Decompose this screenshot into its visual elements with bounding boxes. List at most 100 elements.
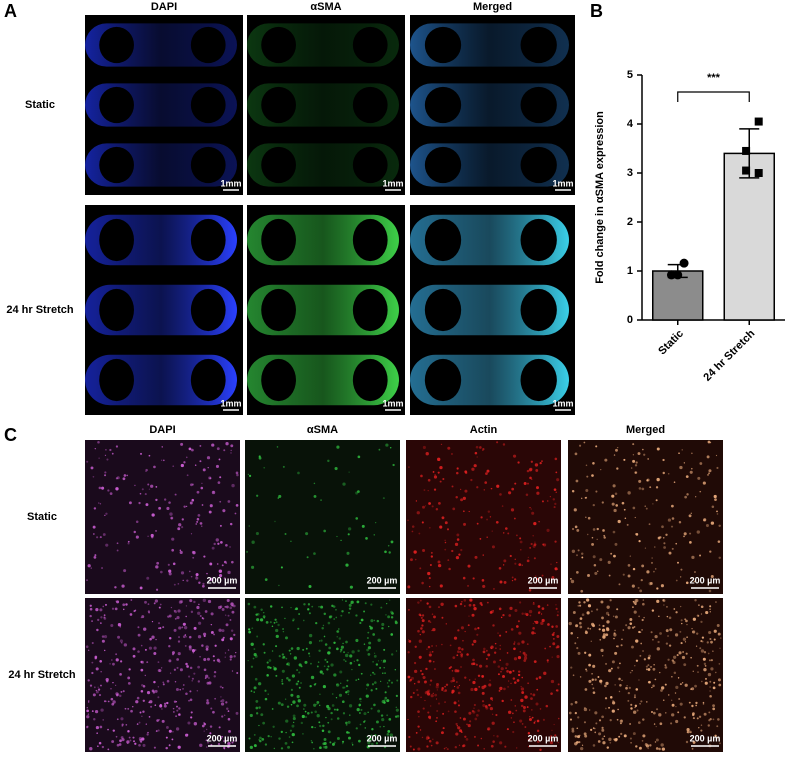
cell bbox=[554, 502, 557, 506]
cell bbox=[197, 635, 202, 639]
cell bbox=[99, 503, 102, 505]
cell bbox=[172, 562, 176, 566]
cell bbox=[634, 471, 637, 474]
cell bbox=[707, 672, 712, 677]
cell bbox=[681, 622, 683, 625]
cell bbox=[112, 729, 115, 732]
cell bbox=[183, 505, 186, 508]
cell bbox=[380, 714, 384, 717]
cell bbox=[206, 456, 211, 460]
cell bbox=[292, 620, 294, 622]
cell bbox=[377, 709, 381, 713]
cell bbox=[340, 648, 343, 651]
cell bbox=[220, 700, 222, 702]
cell bbox=[260, 713, 264, 717]
cell bbox=[493, 735, 495, 737]
cell bbox=[221, 699, 225, 703]
cell bbox=[156, 561, 160, 565]
cell bbox=[377, 660, 380, 662]
cell bbox=[318, 605, 320, 608]
cell bbox=[714, 498, 717, 501]
cell bbox=[211, 546, 215, 550]
cell bbox=[678, 697, 681, 700]
cell bbox=[149, 637, 152, 641]
cell bbox=[625, 624, 628, 627]
cell bbox=[619, 684, 622, 687]
cell bbox=[499, 634, 502, 637]
cell bbox=[610, 667, 613, 670]
cell bbox=[269, 666, 272, 669]
cell bbox=[614, 492, 618, 496]
cell bbox=[120, 660, 123, 663]
cell bbox=[385, 614, 387, 616]
cell bbox=[668, 616, 672, 620]
post-hole bbox=[352, 146, 388, 184]
cell bbox=[345, 563, 349, 567]
cell bbox=[292, 700, 296, 704]
cell bbox=[392, 463, 395, 467]
cell bbox=[297, 699, 301, 703]
cell bbox=[572, 674, 575, 677]
cell bbox=[96, 536, 99, 539]
cell bbox=[460, 548, 463, 552]
cell bbox=[434, 668, 436, 670]
cell bbox=[547, 661, 549, 663]
cell bbox=[666, 606, 668, 608]
cell bbox=[162, 681, 165, 684]
cell bbox=[395, 650, 398, 652]
cell bbox=[173, 583, 176, 586]
cell bbox=[105, 543, 109, 547]
cell bbox=[604, 697, 608, 700]
cell bbox=[95, 667, 99, 671]
cell bbox=[349, 661, 353, 665]
cell bbox=[646, 570, 650, 574]
cell bbox=[250, 665, 254, 668]
cell bbox=[112, 700, 116, 704]
cell bbox=[100, 708, 104, 712]
cell bbox=[463, 522, 467, 526]
cell bbox=[140, 660, 145, 664]
cell bbox=[708, 589, 712, 593]
cell bbox=[466, 653, 469, 656]
cell bbox=[385, 443, 389, 447]
cell bbox=[355, 727, 358, 730]
cell bbox=[577, 637, 579, 639]
cell bbox=[251, 565, 255, 569]
cell bbox=[298, 613, 301, 615]
cell bbox=[601, 628, 606, 632]
cell bbox=[267, 665, 270, 669]
cell bbox=[173, 668, 177, 671]
cell bbox=[537, 737, 540, 740]
cell bbox=[137, 633, 141, 637]
cell bbox=[623, 734, 627, 738]
cell bbox=[92, 525, 96, 529]
cell bbox=[707, 474, 709, 476]
cell bbox=[151, 513, 155, 517]
cell bbox=[611, 494, 615, 498]
cell bbox=[510, 699, 513, 701]
cell bbox=[702, 657, 706, 661]
cell bbox=[280, 566, 283, 569]
cell bbox=[342, 642, 344, 645]
cell bbox=[93, 533, 95, 535]
cell bbox=[176, 709, 179, 712]
cell bbox=[274, 520, 276, 523]
cell bbox=[429, 684, 431, 686]
cell bbox=[345, 723, 348, 726]
cell bbox=[528, 588, 532, 592]
cell bbox=[551, 576, 555, 579]
cell bbox=[650, 711, 653, 714]
cell bbox=[282, 465, 285, 468]
cell bbox=[348, 736, 351, 740]
cell bbox=[211, 443, 215, 447]
cell bbox=[284, 698, 287, 700]
cell bbox=[427, 490, 429, 492]
cell bbox=[177, 583, 180, 585]
cell bbox=[409, 678, 413, 682]
cell bbox=[89, 747, 93, 751]
cell bbox=[262, 721, 266, 725]
cell bbox=[645, 507, 648, 510]
cell bbox=[172, 653, 175, 656]
cell bbox=[455, 732, 459, 736]
cell bbox=[327, 459, 330, 463]
